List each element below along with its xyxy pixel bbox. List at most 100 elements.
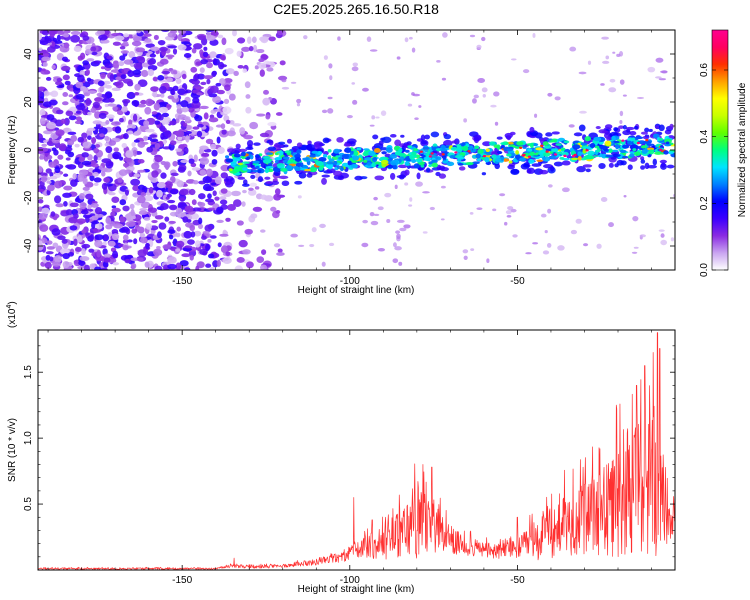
heatmap-cell [398,261,403,266]
heatmap-cell [608,87,617,93]
heatmap-cell [228,93,236,101]
snr-multiplier: (x104) [6,301,18,328]
heatmap-cell [46,246,55,250]
heatmap-cell [473,134,482,141]
heatmap-cell [241,46,251,52]
heatmap-cell [48,137,53,145]
heatmap-cell [156,189,163,198]
heatmap-cell [508,160,513,164]
heatmap-cell [144,38,152,43]
heatmap-cell [38,188,45,193]
heatmap-cell [227,148,236,153]
heatmap-cell [488,141,496,146]
heatmap-cell [99,72,107,78]
heatmap-cell [199,248,208,256]
heatmap-cell [286,152,292,156]
heatmap-cell [176,240,185,248]
heatmap-cell [255,165,260,169]
heatmap-hotspot [540,144,544,148]
heatmap-cell [57,30,65,36]
heatmap-cell [576,166,586,173]
heatmap-cell [353,151,359,156]
heatmap-cell [198,223,204,230]
heatmap-cell [169,30,178,34]
heatmap-cell [632,148,637,152]
heatmap-cell [333,148,341,154]
heatmap-cell [167,199,176,204]
snr-multiplier-exponent: 4 [6,305,13,309]
heatmap-cell [139,208,148,212]
heatmap-cell [168,234,174,240]
heatmap-cell [45,37,52,44]
heatmap-cell [167,256,177,264]
heatmap-hotspot [545,150,549,153]
heatmap-cell [658,78,667,81]
heatmap-cell [169,204,178,211]
heatmap-cell [375,116,380,119]
heatmap-cell [569,46,577,52]
heatmap-cell [639,234,646,238]
heatmap-cell [619,120,623,124]
heatmap-cell [152,76,158,82]
heatmap-cell [154,120,161,125]
heatmap-cell [267,146,277,152]
heatmap-cell [118,117,124,123]
heatmap-cell [589,142,596,149]
heatmap-cell [187,170,192,177]
heatmap-cell [190,66,198,73]
heatmap-cell [55,81,63,86]
heatmap-cell [572,144,581,150]
heatmap-cell [81,243,91,249]
heatmap-cell [418,105,422,108]
heatmap-cell [63,173,69,177]
heatmap-cell [68,94,74,98]
heatmap-cell [436,60,441,63]
heatmap-cell [250,213,258,219]
heatmap-cell [80,209,89,215]
heatmap-cell [210,31,219,36]
heatmap-cell [132,149,138,157]
heatmap-cell [112,60,120,69]
heatmap-cell [596,243,602,249]
heatmap-cell [160,203,169,210]
heatmap-cell [222,106,232,115]
heatmap-cell [182,216,189,223]
heatmap-cell [46,114,55,121]
heatmap-cell [541,156,546,161]
heatmap-cell [101,158,112,164]
heatmap-cell [477,77,486,83]
heatmap-cell [290,81,297,84]
heatmap-cell [583,155,591,160]
heatmap-cell [585,168,591,173]
heatmap-cell [278,141,286,145]
heatmap-cell [44,261,52,269]
heatmap-cell [212,58,218,66]
heatmap-cell [63,117,70,126]
heatmap-cell [46,180,52,184]
heatmap-hotspot [519,146,523,149]
heatmap-cell [539,169,549,175]
heatmap-cell [94,239,103,248]
heatmap-cell [504,221,508,226]
heatmap-cell [202,230,210,235]
heatmap-cell [296,102,301,107]
heatmap-cell [134,92,140,96]
heatmap-cell [409,154,415,160]
heatmap-cell [123,100,128,107]
heatmap-cell [197,201,206,208]
heatmap-cell [161,70,171,75]
heatmap-cell [85,215,90,223]
heatmap-cell [339,166,344,172]
heatmap-cell [273,170,281,176]
heatmap-cell [220,55,226,61]
heatmap-cell [85,98,92,107]
heatmap-cell [141,69,149,78]
heatmap-cell [408,36,413,40]
heatmap-cell [660,70,668,74]
heatmap-cell [147,68,155,77]
heatmap-cell [499,193,506,197]
heatmap-cell [77,74,85,83]
heatmap-cell [328,158,335,162]
heatmap-cell [449,154,456,159]
heatmap-cell [106,55,113,60]
